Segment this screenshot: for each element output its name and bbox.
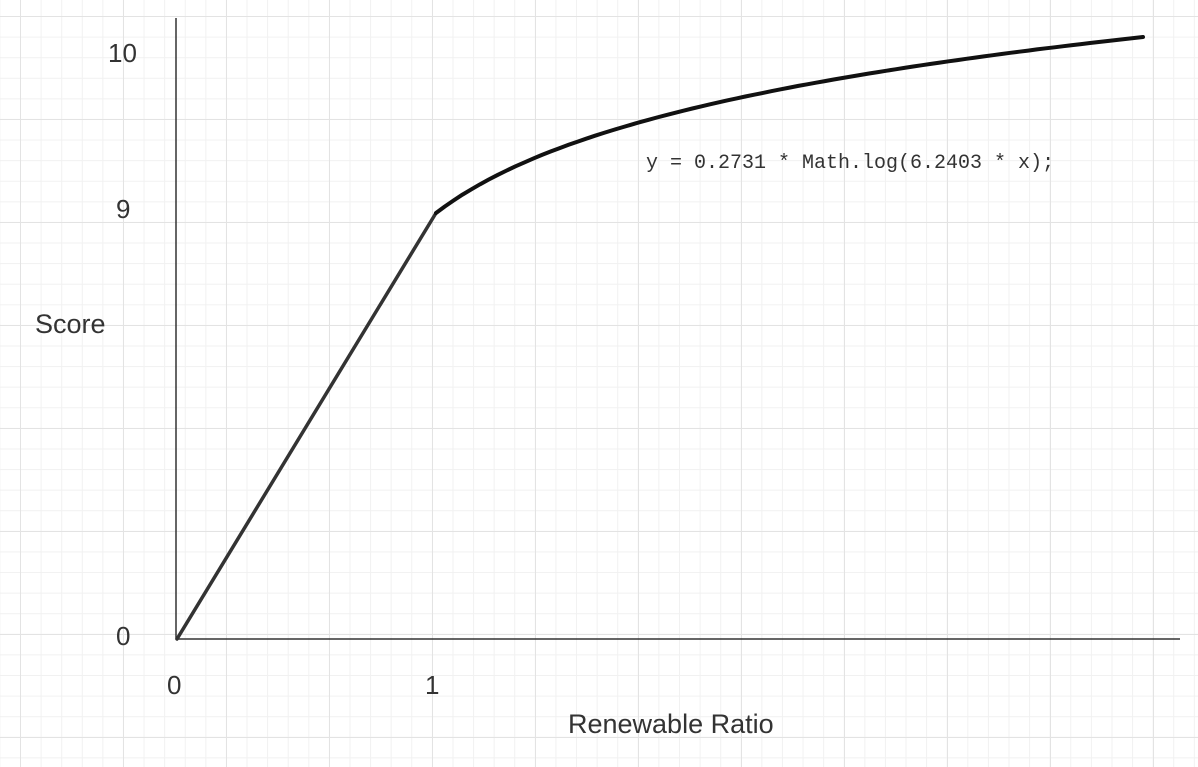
equation-label: y = 0.2731 * Math.log(6.2403 * x); bbox=[646, 152, 1055, 175]
y-tick-9: 9 bbox=[116, 194, 131, 224]
x-tick-1: 1 bbox=[425, 670, 440, 700]
linear-segment bbox=[175, 211, 438, 641]
x-axis-title: Renewable Ratio bbox=[568, 709, 774, 739]
y-tick-0: 0 bbox=[116, 621, 131, 651]
log-curve bbox=[434, 35, 1145, 215]
x-tick-0: 0 bbox=[167, 670, 182, 700]
y-tick-10: 10 bbox=[108, 38, 137, 68]
y-axis-title: Score bbox=[35, 309, 106, 339]
